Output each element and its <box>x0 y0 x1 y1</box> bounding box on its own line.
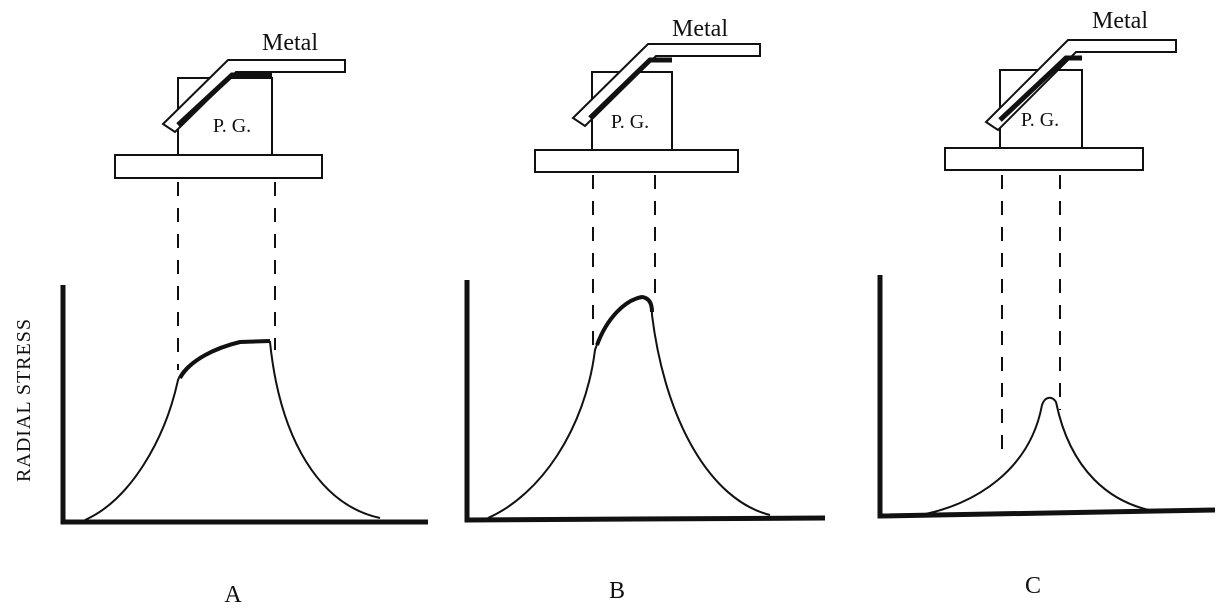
stress-curve <box>84 341 381 521</box>
panel-label: B <box>609 578 625 604</box>
base-plate <box>534 149 739 173</box>
axis <box>877 275 1216 519</box>
base-plate <box>944 147 1144 171</box>
bond-layer <box>998 55 1082 122</box>
panel-c: Metal P. G. C <box>877 8 1216 599</box>
metal-plate <box>984 39 1177 132</box>
bond-layer <box>588 57 672 120</box>
block-label: P. G. <box>1021 109 1059 131</box>
base-plate <box>114 154 323 179</box>
metal-label: Metal <box>1092 8 1148 34</box>
stress-curve <box>919 396 1161 516</box>
panel-label: C <box>1025 573 1041 599</box>
bond-layer <box>176 72 272 127</box>
panel-b: Metal P. G. B <box>464 16 826 604</box>
y-axis-label: RADIAL STRESS <box>13 318 35 482</box>
block-label: P. G. <box>213 115 251 137</box>
block-label: P. G. <box>611 111 649 133</box>
peak-plateau <box>178 339 271 380</box>
pg-block <box>177 77 273 156</box>
panel-label: A <box>224 582 242 608</box>
peak-plateau <box>595 294 654 346</box>
panel-a: Metal P. G. A <box>60 30 428 608</box>
axis <box>60 285 428 525</box>
metal-label: Metal <box>672 16 728 42</box>
stress-curve <box>487 295 771 519</box>
axis <box>464 280 826 523</box>
metal-label: Metal <box>262 30 318 56</box>
